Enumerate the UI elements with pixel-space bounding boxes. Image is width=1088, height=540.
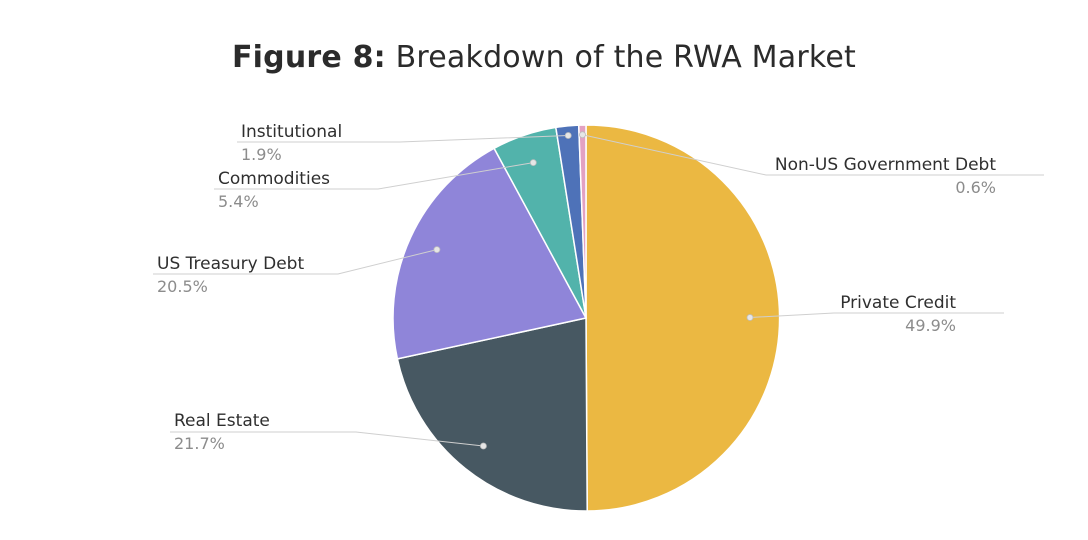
chart-title: Figure 8: Breakdown of the RWA Market (0, 40, 1088, 75)
leader-line-real-estate (170, 431, 484, 447)
pie-slice-non-us-government-debt[interactable] (577, 124, 587, 319)
leader-line-us-treasury-debt (153, 249, 438, 275)
slice-label-non-us-government-debt: Non-US Government Debt (775, 155, 996, 175)
leader-dot-institutional (564, 132, 572, 139)
pie-labels: Private Credit 49.9% Real Estate 21.7% US Tr… (153, 122, 1044, 453)
leader-line-institutional (237, 135, 569, 143)
slice-label-real-estate: Real Estate (174, 411, 270, 431)
pie-slice-us-treasury-debt[interactable] (392, 147, 588, 360)
leader-line-commodities (214, 162, 534, 190)
leader-dot-private-credit (746, 314, 754, 321)
slice-value-institutional: 1.9% (241, 145, 282, 164)
slice-label-commodities: Commodities (218, 169, 330, 189)
leader-dot-non-us-government-debt (579, 131, 586, 139)
leader-line-private-credit (749, 312, 1004, 318)
leader-dot-commodities (529, 159, 537, 167)
leader-dot-real-estate (479, 442, 487, 450)
pie-slice-real-estate[interactable] (396, 317, 588, 512)
slice-value-non-us-government-debt: 0.6% (955, 178, 996, 197)
pie-slice-private-credit[interactable] (585, 124, 781, 512)
leader-line-non-us-government-debt (582, 134, 1044, 176)
slice-value-commodities: 5.4% (218, 192, 259, 211)
slice-value-real-estate: 21.7% (174, 434, 225, 453)
slice-value-us-treasury-debt: 20.5% (157, 277, 208, 296)
leader-dot-us-treasury-debt (433, 246, 441, 254)
slice-label-institutional: Institutional (241, 122, 342, 142)
pie-slices (392, 124, 781, 512)
chart-title-prefix: Figure 8: (231, 40, 386, 75)
slice-value-private-credit: 49.9% (905, 316, 956, 335)
slice-label-us-treasury-debt: US Treasury Debt (157, 254, 304, 274)
slice-label-private-credit: Private Credit (840, 293, 956, 313)
chart-title-text: Breakdown of the RWA Market (395, 40, 857, 75)
